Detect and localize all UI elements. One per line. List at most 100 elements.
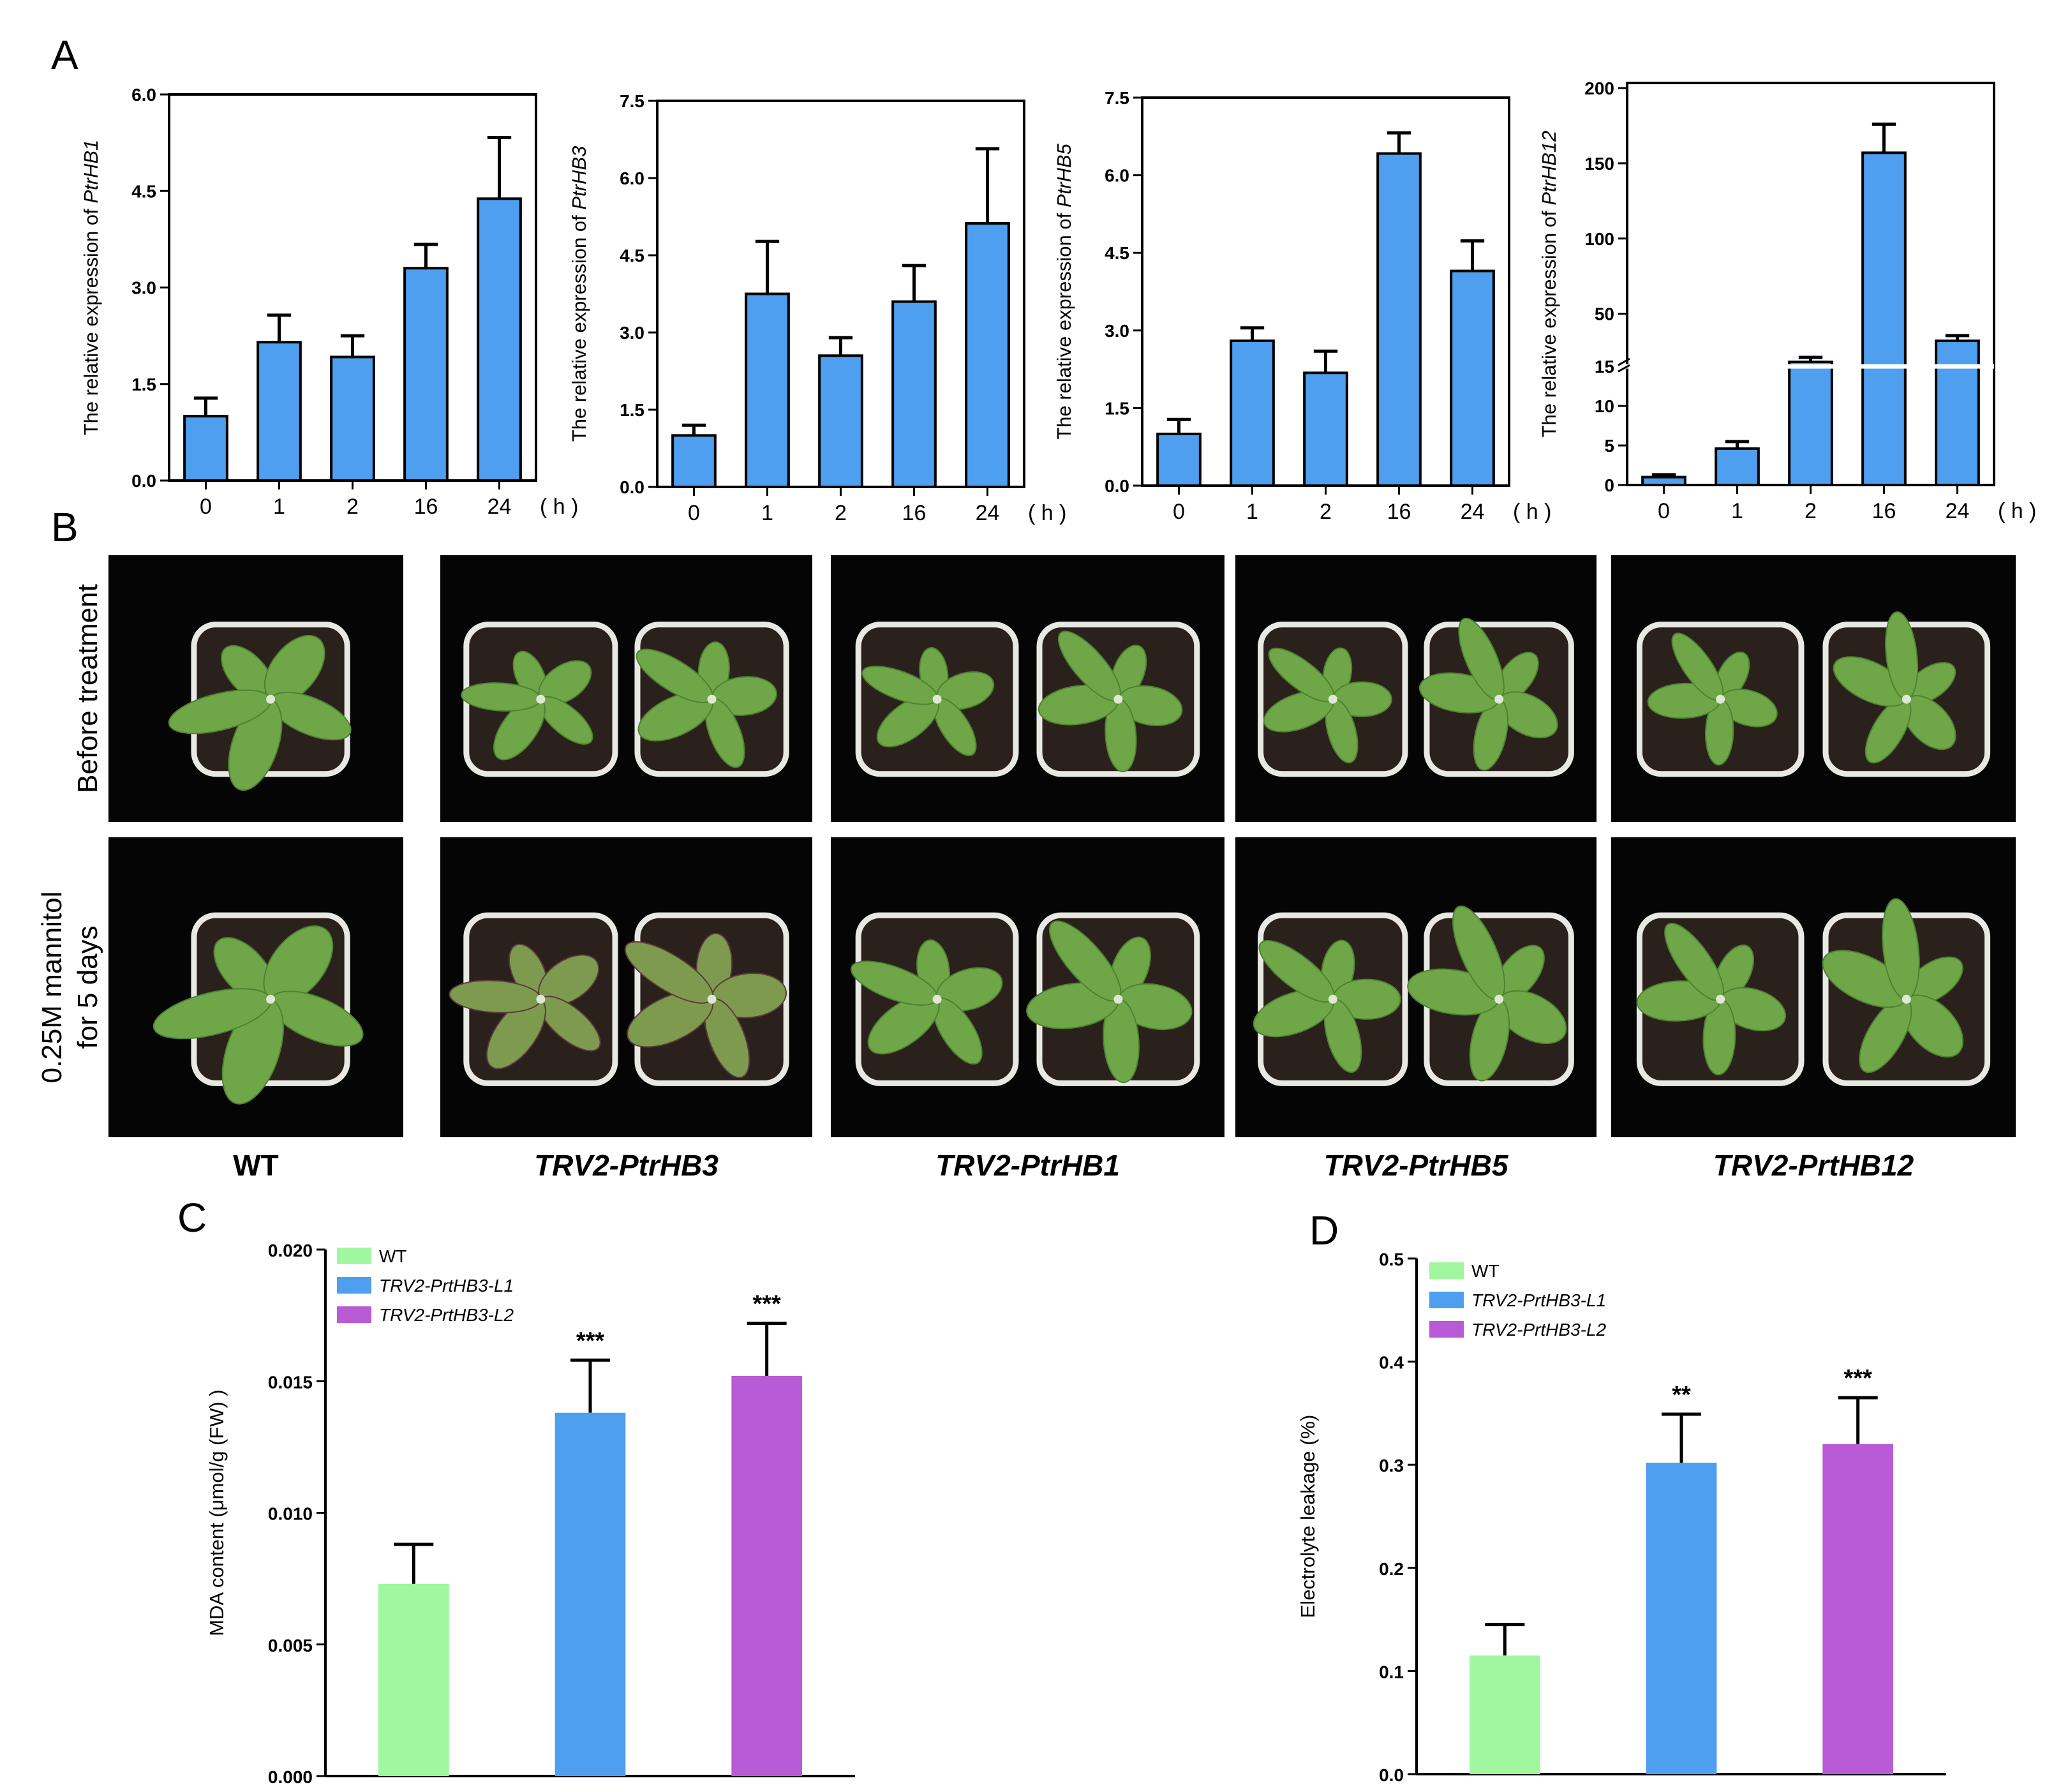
y-label-prefix: The relative expression of: [1053, 207, 1075, 440]
y-tick-label: 7.5: [620, 91, 644, 111]
x-tick-label: 0: [1658, 499, 1670, 523]
panel-letter-b: B: [51, 504, 78, 550]
x-tick-label: 1: [1246, 500, 1258, 524]
row-label-after-line1: 0.25M mannitol: [36, 892, 68, 1084]
plant-center: [932, 694, 942, 704]
x-unit-label: ( h ): [1513, 500, 1551, 524]
significance-mark: ***: [576, 1327, 605, 1354]
plant-center: [932, 994, 942, 1004]
y-tick-label: 0.0: [1379, 1765, 1404, 1785]
plant-center: [536, 994, 546, 1004]
group-label: TRV2-PtrHB3: [534, 1149, 718, 1182]
legend-label: TRV2-PrtHB3-L2: [1471, 1320, 1607, 1340]
y-tick-label: 3.0: [131, 278, 156, 298]
bar: [1470, 1655, 1540, 1774]
y-tick-label: 4.5: [1105, 243, 1129, 263]
x-tick-label: 24: [1946, 499, 1970, 523]
y-tick-label: 3.0: [1105, 321, 1129, 341]
x-tick-label: 0: [688, 501, 700, 525]
y-tick-label: 0.0: [131, 471, 156, 491]
x-tick-label: 16: [902, 501, 927, 525]
bar: [477, 197, 522, 482]
bar-chart-d: 0.00.10.20.30.40.5*****Electrolyte leaka…: [1297, 1250, 1946, 1785]
bar: [257, 341, 302, 482]
plant-center: [1328, 994, 1337, 1004]
y-tick-label: 0.000: [268, 1767, 313, 1787]
panel-letter-d: D: [1309, 1207, 1339, 1253]
bar: [1646, 1462, 1717, 1774]
photo-after-3: [1235, 837, 1597, 1137]
x-tick-label: 1: [761, 501, 773, 525]
y-tick-label: 15: [1595, 357, 1614, 377]
y-tick-label: 0: [1604, 475, 1614, 495]
bar: [555, 1412, 626, 1776]
y-tick-label: 0.1: [1379, 1662, 1404, 1682]
x-tick-label: 1: [1731, 499, 1743, 523]
bar: [1303, 371, 1348, 487]
bar: [745, 292, 790, 488]
plant-center: [536, 694, 546, 704]
photo-before-4: [1611, 555, 2016, 822]
photo-after-4: [1611, 837, 2016, 1137]
x-tick-label: 16: [1872, 499, 1896, 523]
y-tick-label: 50: [1595, 304, 1614, 324]
axis-break-mark: [1618, 357, 1630, 366]
plant-center: [707, 694, 717, 704]
panel-d: 0.00.10.20.30.40.5*****Electrolyte leaka…: [1297, 1250, 1946, 1785]
bar: [183, 415, 228, 482]
y-label-prefix: The relative expression of: [568, 210, 590, 442]
y-label-prefix: The relative expression of: [80, 204, 102, 436]
x-unit-label: ( h ): [1028, 501, 1066, 525]
plant-center: [1494, 994, 1504, 1004]
group-label: TRV2-PtrHB5: [1324, 1149, 1509, 1182]
x-tick-label: 2: [1805, 499, 1817, 523]
group-label: TRV2-PrtHB12: [1713, 1149, 1914, 1182]
y-tick-label: 0.0: [620, 477, 644, 497]
bar: [965, 221, 1010, 488]
y-label-gene: PtrHB3: [568, 146, 590, 210]
y-tick-label: 1.5: [131, 375, 156, 394]
photo-before-2: [831, 555, 1224, 822]
bar: [403, 267, 449, 482]
y-tick-label: 5: [1604, 436, 1614, 456]
y-label-gene: PtrHB5: [1053, 143, 1075, 207]
y-tick-label: 0.015: [268, 1372, 313, 1392]
y-tick-label: 6.0: [131, 85, 156, 105]
y-tick-label: 7.5: [1105, 88, 1129, 108]
photo-after-0: [108, 837, 403, 1137]
legend-swatch: [337, 1277, 371, 1294]
row-label-after-line2: for 5 days: [72, 925, 103, 1049]
bar: [891, 300, 937, 488]
y-tick-label: 0.010: [268, 1504, 313, 1524]
bar-chart-c: 0.000 0.005 0.010 0.015 0.020 *** *** MDA conte…: [205, 1241, 855, 1787]
x-unit-label: ( h ): [1998, 499, 2036, 523]
bar: [731, 1376, 802, 1776]
bar: [1861, 151, 1907, 486]
x-tick-label: 24: [1461, 500, 1485, 524]
x-tick-label: 16: [1387, 500, 1411, 524]
y-tick-label: 0.0: [1105, 476, 1129, 496]
bar: [1230, 340, 1275, 487]
y-tick-label: 6.0: [620, 168, 644, 188]
y-tick-label: 1.5: [620, 400, 644, 420]
y-tick-label: 0.5: [1379, 1250, 1404, 1269]
legend-swatch: [1429, 1262, 1464, 1279]
bar: [1156, 432, 1202, 488]
y-tick-label: 10: [1595, 396, 1614, 416]
legend-swatch: [1429, 1321, 1464, 1338]
plant-center: [266, 694, 276, 704]
legend-label: TRV2-PrtHB3-L1: [379, 1276, 514, 1295]
bar: [1822, 1444, 1893, 1774]
y-tick-label: 0.005: [268, 1636, 313, 1655]
plant-center: [1902, 694, 1911, 704]
y-axis-label: The relative expression of PtrHB3: [568, 146, 590, 442]
x-tick-label: 0: [1173, 500, 1185, 524]
y-tick-label: 4.5: [620, 246, 644, 265]
plant-center: [1113, 994, 1123, 1004]
y-tick-label: 3.0: [620, 323, 644, 343]
x-tick-label: 2: [346, 495, 359, 519]
expression-chart-ptrhb5: 0.0 1.5 3.0 4.5 6.0 7.5 0 1 2 16 24 ( h ) The relati…: [1053, 88, 1551, 524]
plant-center: [266, 994, 276, 1004]
y-tick-label: 4.5: [131, 181, 156, 201]
